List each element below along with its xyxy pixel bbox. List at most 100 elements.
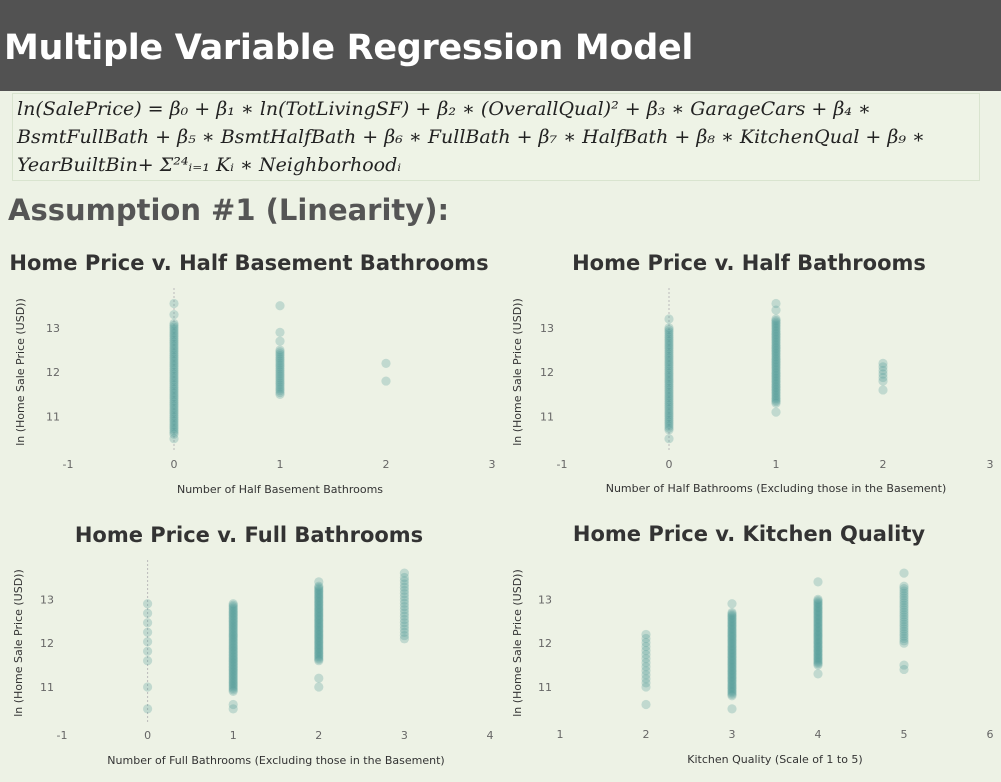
data-point — [664, 344, 674, 354]
data-point — [727, 640, 737, 650]
data-point — [727, 664, 737, 674]
data-point — [813, 616, 823, 626]
data-point — [727, 662, 737, 673]
data-point — [813, 609, 823, 619]
data-point — [169, 390, 179, 400]
data-point — [314, 635, 324, 645]
data-point — [169, 367, 179, 377]
data-point — [664, 347, 674, 358]
data-point — [641, 670, 651, 680]
data-point — [228, 602, 238, 612]
data-point — [169, 422, 179, 432]
data-point — [771, 397, 781, 407]
data-point — [664, 368, 674, 378]
data-point — [771, 333, 781, 343]
data-point — [727, 623, 737, 633]
data-point — [314, 589, 324, 600]
data-point — [727, 688, 737, 698]
data-point — [228, 603, 238, 613]
data-point — [275, 386, 285, 396]
data-point — [727, 684, 737, 694]
x-axis-label: Kitchen Quality (Scale of 1 to 5) — [687, 753, 862, 766]
data-point — [727, 655, 737, 666]
data-point — [228, 640, 238, 650]
data-point — [314, 587, 324, 597]
y-axis-label: ln (Home Sale Price (USD)) — [511, 298, 524, 446]
data-point — [727, 626, 737, 636]
data-point — [727, 620, 737, 630]
data-point — [169, 309, 179, 320]
data-point — [727, 686, 737, 697]
data-point — [399, 579, 409, 589]
data-point — [771, 356, 781, 366]
data-point — [275, 378, 285, 388]
data-point — [169, 350, 179, 360]
data-point — [664, 349, 674, 359]
data-point — [275, 389, 285, 399]
data-point — [641, 637, 651, 648]
data-point — [314, 585, 324, 596]
data-point — [771, 298, 781, 309]
data-point — [813, 621, 823, 631]
data-point — [727, 624, 737, 635]
data-point — [813, 656, 823, 666]
data-point — [228, 652, 238, 662]
chart-3: Home Price v. Full Bathrooms-1 0 1 2 3 411121… — [12, 523, 494, 767]
y-tick-label: 11 — [538, 681, 552, 694]
data-point — [727, 634, 737, 644]
data-point — [228, 634, 238, 645]
y-tick-label: 12 — [540, 366, 554, 379]
data-point — [314, 646, 324, 656]
data-point — [314, 588, 324, 598]
data-point — [813, 597, 823, 607]
data-point — [275, 345, 285, 355]
x-tick-label: 1 — [230, 729, 237, 742]
data-point — [664, 376, 674, 386]
data-point — [813, 612, 823, 622]
data-point — [727, 704, 737, 714]
data-point — [169, 373, 179, 383]
data-point — [664, 423, 674, 433]
data-point — [169, 407, 179, 417]
x-tick-label: 0 — [666, 458, 673, 471]
data-point — [771, 359, 781, 369]
data-point — [275, 356, 285, 366]
data-point — [813, 635, 823, 645]
data-point — [899, 636, 909, 646]
data-point — [813, 660, 823, 670]
data-point — [727, 681, 737, 691]
x-tick-label: -1 — [57, 729, 68, 742]
data-point — [314, 614, 324, 624]
data-point — [771, 305, 781, 315]
data-point — [727, 668, 737, 678]
data-point — [771, 387, 781, 397]
data-point — [169, 318, 179, 329]
data-point — [899, 591, 909, 601]
data-point — [275, 369, 285, 379]
data-point — [169, 332, 179, 342]
data-point — [641, 641, 651, 652]
data-point — [771, 334, 781, 344]
data-point — [169, 405, 179, 415]
data-point — [727, 689, 737, 699]
data-point — [314, 632, 324, 642]
data-point — [228, 611, 238, 621]
data-point — [228, 616, 238, 627]
data-point — [727, 619, 737, 629]
data-point — [314, 647, 324, 658]
data-point — [899, 593, 909, 603]
data-point — [169, 298, 179, 309]
data-point — [169, 414, 179, 424]
data-point — [314, 653, 324, 663]
data-point — [727, 614, 737, 625]
data-point — [664, 393, 674, 403]
data-point — [664, 364, 674, 375]
data-point — [727, 658, 737, 668]
data-point — [771, 364, 781, 374]
data-point — [228, 633, 238, 643]
data-point — [314, 656, 324, 666]
data-point — [314, 599, 324, 609]
data-point — [771, 315, 781, 326]
data-point — [228, 686, 238, 696]
